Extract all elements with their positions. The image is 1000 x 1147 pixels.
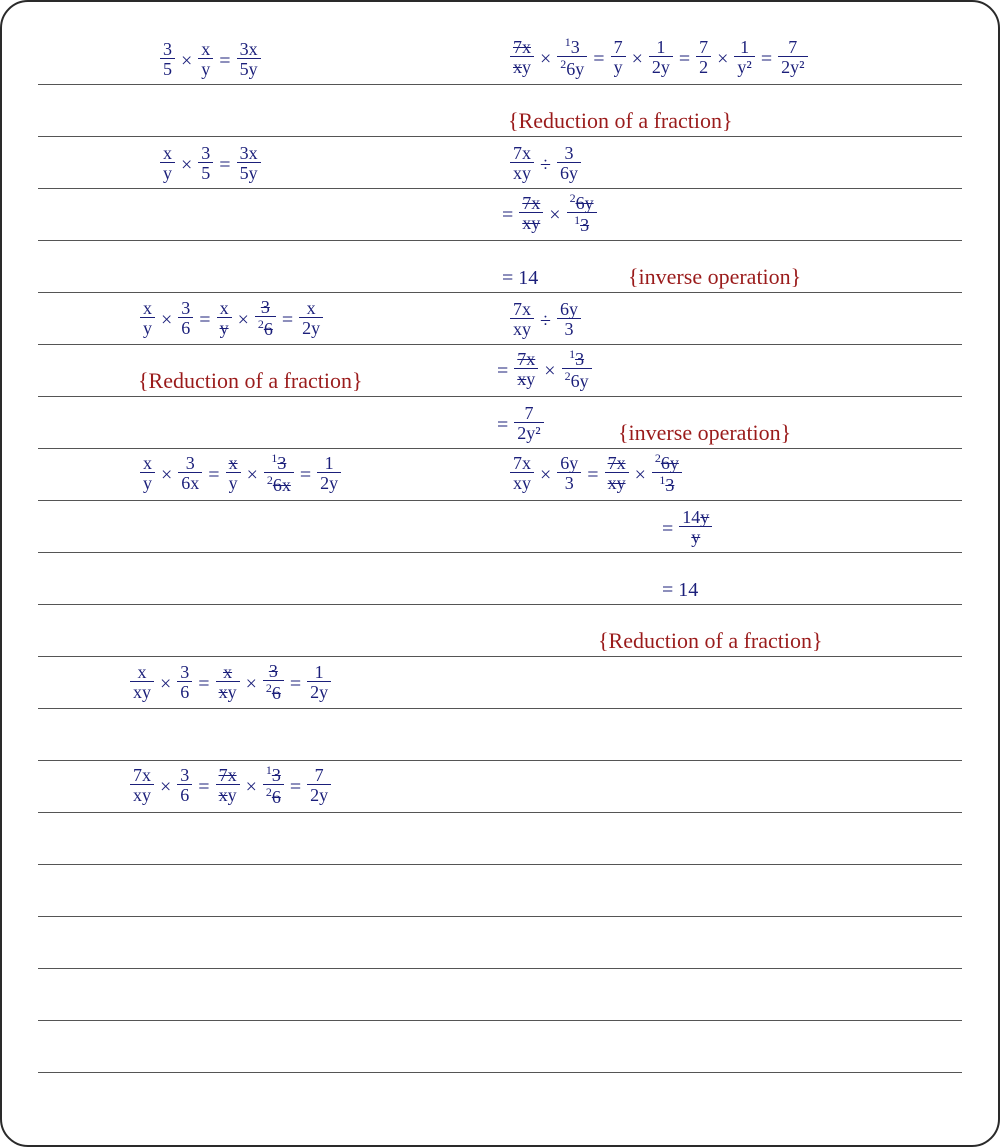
rule-line <box>38 864 962 865</box>
content-row <box>38 708 962 760</box>
annotation-text: {Reduction of a fraction} <box>508 110 733 132</box>
annotation-text: {Reduction of a fraction} <box>138 370 363 392</box>
math-expression: 7xxy÷36y <box>508 146 583 184</box>
content-row: = 14 <box>38 552 962 604</box>
math-expression: =7xxy×1326y <box>493 350 594 392</box>
content-row: {Reduction of a fraction} <box>38 84 962 136</box>
math-expression: 35×xy=3x5y <box>158 42 263 80</box>
rule-line <box>38 916 962 917</box>
annotation-text: {Reduction of a fraction} <box>598 630 823 652</box>
content-row: xy×36=xy×326=x2y 7xxy÷6y3 <box>38 292 962 344</box>
math-expression: xy×36=xy×326=x2y <box>138 300 325 340</box>
math-expression: 7xxy×6y3=7xxy×26y13 <box>508 454 684 496</box>
content-row: = 14 {inverse operation} <box>38 240 962 292</box>
rule-line <box>38 812 962 813</box>
content-row: xy×35=3x5y 7xxy÷36y <box>38 136 962 188</box>
content-row: {Reduction of a fraction} =7xxy×1326y <box>38 344 962 396</box>
rule-line <box>38 968 962 969</box>
content-row: 7xxy×36=7xxy×1326=72y <box>38 760 962 812</box>
math-expression: xy×36x=xy×1326x=12y <box>138 454 343 496</box>
math-expression: xy×35=3x5y <box>158 146 263 184</box>
content-row: =14yy <box>38 500 962 552</box>
math-expression: xxy×36=xxy×326=12y <box>128 664 333 704</box>
content-row: 35×xy=3x5y 7xxy×1326y=7y×12y=72×1y²=72y² <box>38 32 962 84</box>
content-row: xy×36x=xy×1326x=12y 7xxy×6y3=7xxy×26y13 <box>38 448 962 500</box>
content-row: =72y² {inverse operation} <box>38 396 962 448</box>
math-expression: 7xxy÷6y3 <box>508 302 583 340</box>
math-expression: = 14 <box>498 265 542 288</box>
math-expression: =14yy <box>658 510 714 548</box>
math-expression: = 14 <box>658 577 702 600</box>
content-row: =7xxy×26y13 <box>38 188 962 240</box>
math-expression: 7xxy×36=7xxy×1326=72y <box>128 766 333 808</box>
math-expression: 7xxy×1326y=7y×12y=72×1y²=72y² <box>508 38 810 80</box>
annotation-text: {inverse operation} <box>628 266 801 288</box>
handwriting-layer: 35×xy=3x5y 7xxy×1326y=7y×12y=72×1y²=72y² {… <box>38 32 962 812</box>
content-row: xxy×36=xxy×326=12y <box>38 656 962 708</box>
rule-line <box>38 1072 962 1073</box>
math-expression: =72y² <box>493 406 546 444</box>
annotation-text: {inverse operation} <box>618 422 791 444</box>
content-row: {Reduction of a fraction} <box>38 604 962 656</box>
rule-line <box>38 1020 962 1021</box>
notebook-page: 35×xy=3x5y 7xxy×1326y=7y×12y=72×1y²=72y² {… <box>0 0 1000 1147</box>
math-expression: =7xxy×26y13 <box>498 194 599 236</box>
